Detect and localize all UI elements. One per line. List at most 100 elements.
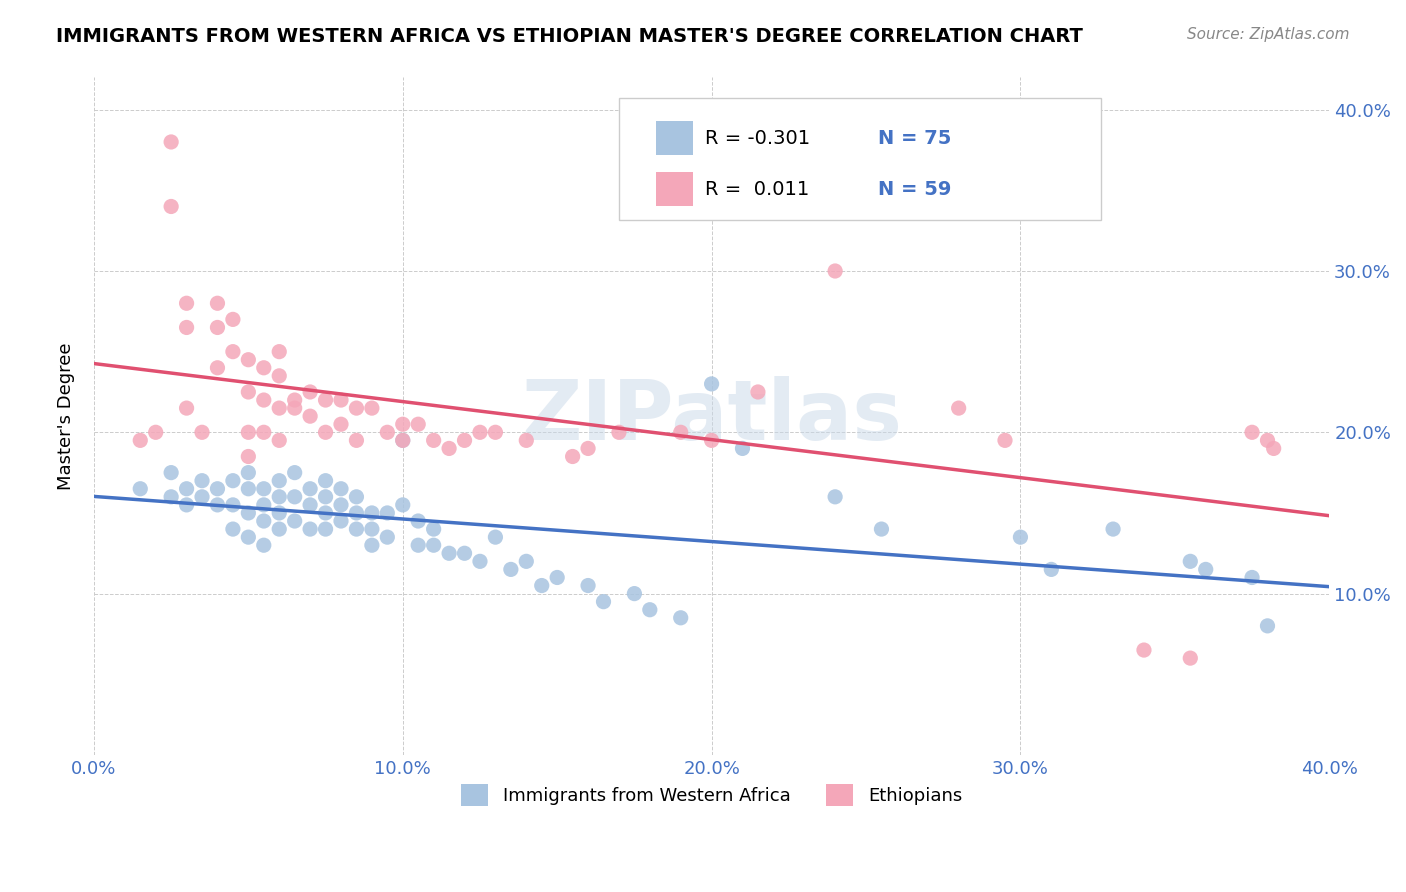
Immigrants from Western Africa (499, 562, 522, 576)
Immigrants from Western Africa (468, 554, 491, 568)
Immigrants from Western Africa (238, 530, 260, 544)
Ethiopians (129, 434, 152, 448)
Ethiopians (191, 425, 214, 440)
Y-axis label: Master's Degree: Master's Degree (58, 343, 75, 490)
Ethiopians (391, 417, 413, 432)
Immigrants from Western Africa (546, 570, 568, 584)
Immigrants from Western Africa (360, 538, 382, 552)
Immigrants from Western Africa (422, 522, 444, 536)
Ethiopians (269, 368, 291, 383)
Immigrants from Western Africa (207, 498, 229, 512)
Ethiopians (1180, 651, 1202, 665)
Ethiopians (948, 401, 970, 416)
Ethiopians (207, 360, 229, 375)
Immigrants from Western Africa (253, 498, 276, 512)
Ethiopians (346, 434, 368, 448)
Immigrants from Western Africa (284, 514, 307, 528)
Immigrants from Western Africa (346, 522, 368, 536)
Ethiopians (1241, 425, 1264, 440)
Immigrants from Western Africa (375, 506, 398, 520)
Ethiopians (375, 425, 398, 440)
Immigrants from Western Africa (238, 466, 260, 480)
Ethiopians (315, 392, 337, 407)
Immigrants from Western Africa (191, 474, 214, 488)
Text: N = 59: N = 59 (879, 179, 952, 199)
Immigrants from Western Africa (1180, 554, 1202, 568)
Ethiopians (238, 352, 260, 367)
Immigrants from Western Africa (453, 546, 475, 560)
Immigrants from Western Africa (269, 506, 291, 520)
Immigrants from Western Africa (406, 514, 429, 528)
Immigrants from Western Africa (1256, 619, 1278, 633)
Ethiopians (207, 320, 229, 334)
Ethiopians (238, 384, 260, 399)
Immigrants from Western Africa (391, 434, 413, 448)
Immigrants from Western Africa (1195, 562, 1218, 576)
Ethiopians (561, 450, 583, 464)
Ethiopians (176, 320, 198, 334)
Ethiopians (299, 384, 322, 399)
Immigrants from Western Africa (391, 498, 413, 512)
Immigrants from Western Africa (269, 522, 291, 536)
Immigrants from Western Africa (330, 514, 353, 528)
Ethiopians (176, 296, 198, 310)
Text: ZIPatlas: ZIPatlas (522, 376, 903, 457)
Immigrants from Western Africa (315, 506, 337, 520)
Ethiopians (406, 417, 429, 432)
Ethiopians (346, 401, 368, 416)
FancyBboxPatch shape (657, 172, 693, 206)
Immigrants from Western Africa (638, 603, 661, 617)
Immigrants from Western Africa (222, 522, 245, 536)
Text: R = -0.301: R = -0.301 (706, 129, 810, 148)
Immigrants from Western Africa (299, 482, 322, 496)
Ethiopians (994, 434, 1017, 448)
FancyBboxPatch shape (657, 121, 693, 155)
Ethiopians (330, 392, 353, 407)
Immigrants from Western Africa (222, 498, 245, 512)
Immigrants from Western Africa (731, 442, 754, 456)
Ethiopians (330, 417, 353, 432)
Ethiopians (253, 425, 276, 440)
Immigrants from Western Africa (484, 530, 506, 544)
Immigrants from Western Africa (299, 498, 322, 512)
Immigrants from Western Africa (1010, 530, 1032, 544)
Immigrants from Western Africa (191, 490, 214, 504)
Ethiopians (284, 401, 307, 416)
Immigrants from Western Africa (269, 490, 291, 504)
Ethiopians (160, 199, 183, 213)
Ethiopians (160, 135, 183, 149)
Immigrants from Western Africa (330, 498, 353, 512)
Text: N = 75: N = 75 (879, 129, 952, 148)
Immigrants from Western Africa (576, 578, 599, 592)
Ethiopians (468, 425, 491, 440)
Immigrants from Western Africa (269, 474, 291, 488)
Immigrants from Western Africa (375, 530, 398, 544)
Ethiopians (145, 425, 167, 440)
Immigrants from Western Africa (437, 546, 460, 560)
Immigrants from Western Africa (176, 482, 198, 496)
Text: R =  0.011: R = 0.011 (706, 179, 810, 199)
Ethiopians (576, 442, 599, 456)
Immigrants from Western Africa (700, 376, 723, 391)
Text: Source: ZipAtlas.com: Source: ZipAtlas.com (1187, 27, 1350, 42)
Immigrants from Western Africa (315, 490, 337, 504)
Immigrants from Western Africa (422, 538, 444, 552)
Ethiopians (207, 296, 229, 310)
Ethiopians (607, 425, 630, 440)
Immigrants from Western Africa (360, 506, 382, 520)
Immigrants from Western Africa (1102, 522, 1125, 536)
Immigrants from Western Africa (222, 474, 245, 488)
Ethiopians (700, 434, 723, 448)
Ethiopians (176, 401, 198, 416)
Immigrants from Western Africa (669, 611, 692, 625)
Immigrants from Western Africa (530, 578, 553, 592)
Ethiopians (315, 425, 337, 440)
Ethiopians (222, 312, 245, 326)
Ethiopians (391, 434, 413, 448)
Immigrants from Western Africa (284, 466, 307, 480)
Immigrants from Western Africa (284, 490, 307, 504)
Ethiopians (253, 360, 276, 375)
Immigrants from Western Africa (176, 498, 198, 512)
Immigrants from Western Africa (623, 586, 645, 600)
Text: IMMIGRANTS FROM WESTERN AFRICA VS ETHIOPIAN MASTER'S DEGREE CORRELATION CHART: IMMIGRANTS FROM WESTERN AFRICA VS ETHIOP… (56, 27, 1083, 45)
